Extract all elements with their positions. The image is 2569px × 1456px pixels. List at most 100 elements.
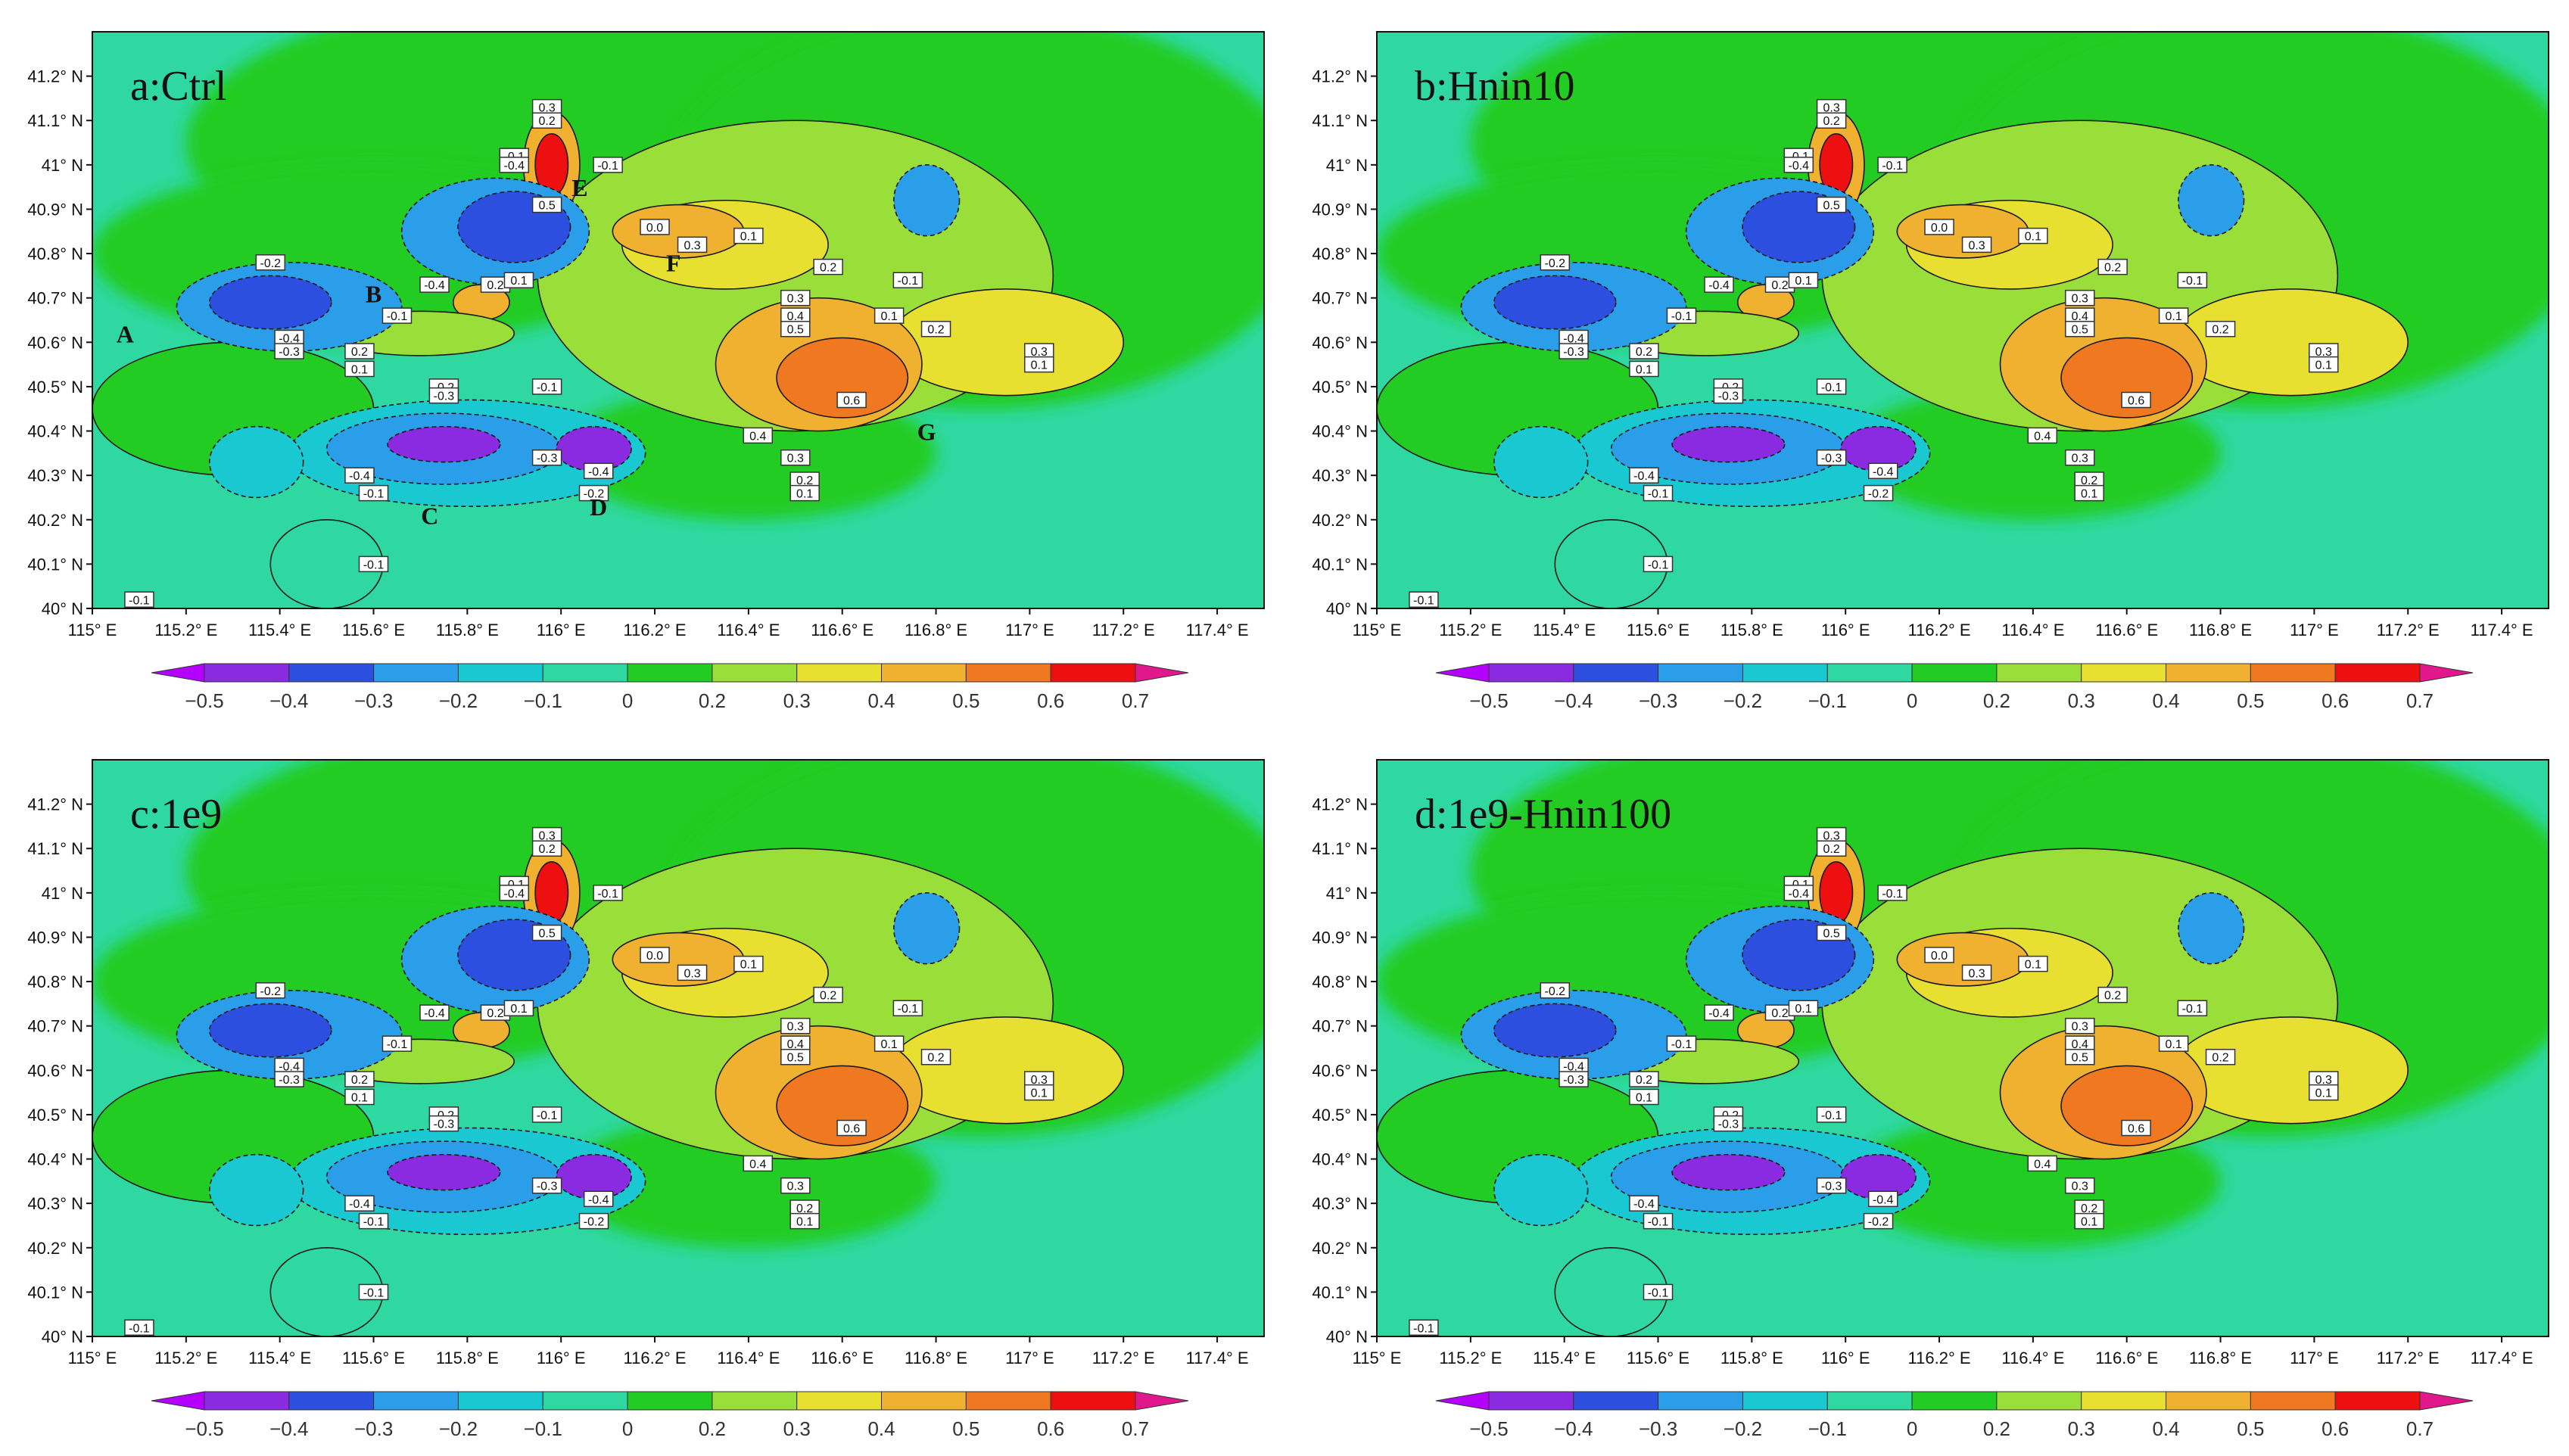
svg-text:0.1: 0.1 (740, 231, 757, 244)
map-svg-d: -0.2-0.4-0.3-0.1-0.1-0.4-0.40.20.1-0.10.… (1312, 759, 2549, 1440)
x-tick-label: 116.6° E (811, 621, 873, 639)
y-tick-label: 41.1° N (1312, 839, 1368, 858)
y-tick-label: 41.1° N (27, 839, 83, 858)
contour-label: 0.1 (733, 227, 764, 244)
y-tick-label: 40.1° N (27, 1283, 83, 1302)
svg-text:0.0: 0.0 (1931, 222, 1948, 235)
contour-label: 0.5 (1816, 924, 1847, 941)
contour-label: -0.4 (1783, 885, 1814, 901)
plot-frame (92, 759, 1265, 1337)
contour-label: 0.1 (344, 1088, 375, 1106)
contour-label: 0.4 (2027, 1155, 2058, 1172)
colorbar-tick-label: 0.6 (2321, 1417, 2349, 1440)
contour-label: -0.4 (419, 1004, 450, 1021)
colorbar-segment (457, 1391, 543, 1411)
contour-label: 0.1 (873, 307, 905, 324)
svg-text:-0.1: -0.1 (1882, 160, 1903, 173)
contour-label: -0.3 (531, 449, 562, 466)
map-panel-b: -0.2-0.4-0.3-0.1-0.1-0.4-0.40.20.1-0.10.… (1284, 0, 2569, 728)
colorbar-segment (1742, 1391, 1828, 1411)
colorbar-segment (1996, 1391, 2082, 1411)
svg-text:0.3: 0.3 (1823, 102, 1839, 115)
contour-region (2178, 164, 2245, 237)
contour-region (776, 337, 909, 418)
svg-text:-0.1: -0.1 (537, 1109, 558, 1122)
contour-region (387, 425, 501, 463)
contour-label: -0.1 (358, 1283, 389, 1301)
colorbar-segment (2081, 663, 2167, 683)
colorbar-segment (373, 1391, 459, 1411)
svg-text:0.2: 0.2 (2081, 474, 2097, 487)
contour-label: 0.1 (1629, 1088, 1659, 1106)
contour-label: 0.1 (2309, 1084, 2339, 1101)
x-tick-label: 117.2° E (1092, 1349, 1155, 1367)
colorbar-segment (1488, 663, 1574, 683)
contour-label: -0.1 (1409, 1319, 1439, 1336)
x-tick-label: 117.2° E (1092, 621, 1155, 639)
plot-frame (1376, 759, 2549, 1337)
contour-label: -0.3 (428, 1115, 459, 1132)
contour-label: -0.1 (1409, 591, 1439, 608)
colorbar-segment (1742, 663, 1828, 683)
contour-label: 0.5 (780, 320, 811, 338)
colorbar-tick-label: 0.7 (1122, 1417, 1149, 1440)
contour-label: -0.4 (1629, 467, 1659, 484)
contour-label: 0.5 (1816, 196, 1847, 213)
colorbar-segment (712, 1391, 798, 1411)
svg-text:0.1: 0.1 (881, 310, 898, 323)
contour-label: -0.1 (2177, 272, 2208, 288)
svg-text:-0.1: -0.1 (1821, 381, 1842, 394)
svg-text:0.1: 0.1 (796, 1216, 813, 1229)
y-tick-label: 41.2° N (27, 795, 83, 814)
contour-label: 0.6 (836, 1119, 867, 1137)
svg-text:-0.3: -0.3 (1563, 1074, 1584, 1087)
contour-region (208, 275, 332, 330)
x-tick-label: 115.4° E (1533, 1349, 1596, 1367)
contour-label: 0.2 (344, 343, 375, 359)
colorbar-tick-label: −0.5 (1469, 1417, 1508, 1440)
svg-text:0.1: 0.1 (2166, 310, 2182, 323)
colorbar-segment (965, 663, 1051, 683)
colorbar-tick-label: −0.4 (1554, 689, 1593, 712)
x-tick-label: 115.6° E (1627, 621, 1689, 639)
svg-text:-0.3: -0.3 (1821, 453, 1842, 465)
panel-title: a:Ctrl (130, 63, 227, 110)
contour-label: 0.2 (789, 1199, 820, 1216)
contour-label: 0.2 (2097, 986, 2128, 1003)
contour-label: -0.3 (531, 1177, 562, 1194)
svg-text:0.1: 0.1 (1636, 363, 1652, 376)
svg-text:0.1: 0.1 (796, 488, 813, 501)
colorbar-segment (204, 1391, 290, 1411)
svg-text:-0.4: -0.4 (349, 1198, 370, 1211)
svg-text:0.4: 0.4 (2072, 1038, 2088, 1051)
svg-text:0.1: 0.1 (2315, 1087, 2332, 1100)
map-svg-b: -0.2-0.4-0.3-0.1-0.1-0.4-0.40.20.1-0.10.… (1312, 31, 2549, 712)
svg-text:-0.1: -0.1 (597, 160, 618, 173)
svg-text:-0.2: -0.2 (260, 985, 282, 998)
svg-text:0.2: 0.2 (927, 1052, 944, 1065)
x-tick-label: 115° E (68, 1349, 117, 1367)
svg-text:-0.4: -0.4 (1788, 160, 1809, 173)
svg-text:-0.1: -0.1 (898, 1003, 919, 1016)
contour-label: 0.2 (813, 986, 843, 1003)
contour-label: 0.1 (733, 955, 764, 972)
contour-label: 0.5 (780, 1048, 811, 1066)
svg-text:0.3: 0.3 (1031, 346, 1048, 359)
contour-label: -0.1 (1643, 1212, 1674, 1230)
colorbar-tick-label: −0.2 (439, 689, 478, 712)
colorbar-segment (1658, 1391, 1743, 1411)
contour-label: 0.2 (813, 258, 843, 275)
colorbar-tick-label: −0.1 (524, 689, 562, 712)
y-tick-label: 40.7° N (1312, 289, 1368, 308)
colorbar-segment (288, 663, 375, 683)
x-tick-label: 115.4° E (1533, 621, 1596, 639)
site-label-D: D (590, 493, 607, 521)
svg-text:-0.1: -0.1 (1648, 488, 1669, 501)
svg-text:-0.2: -0.2 (1545, 985, 1566, 998)
svg-text:-0.1: -0.1 (1648, 558, 1669, 571)
x-tick-label: 115.8° E (436, 1349, 499, 1367)
x-tick-label: 115° E (1353, 1349, 1402, 1367)
svg-text:-0.1: -0.1 (2182, 1003, 2203, 1016)
site-label-F: F (666, 250, 681, 277)
svg-text:-0.4: -0.4 (588, 465, 609, 478)
